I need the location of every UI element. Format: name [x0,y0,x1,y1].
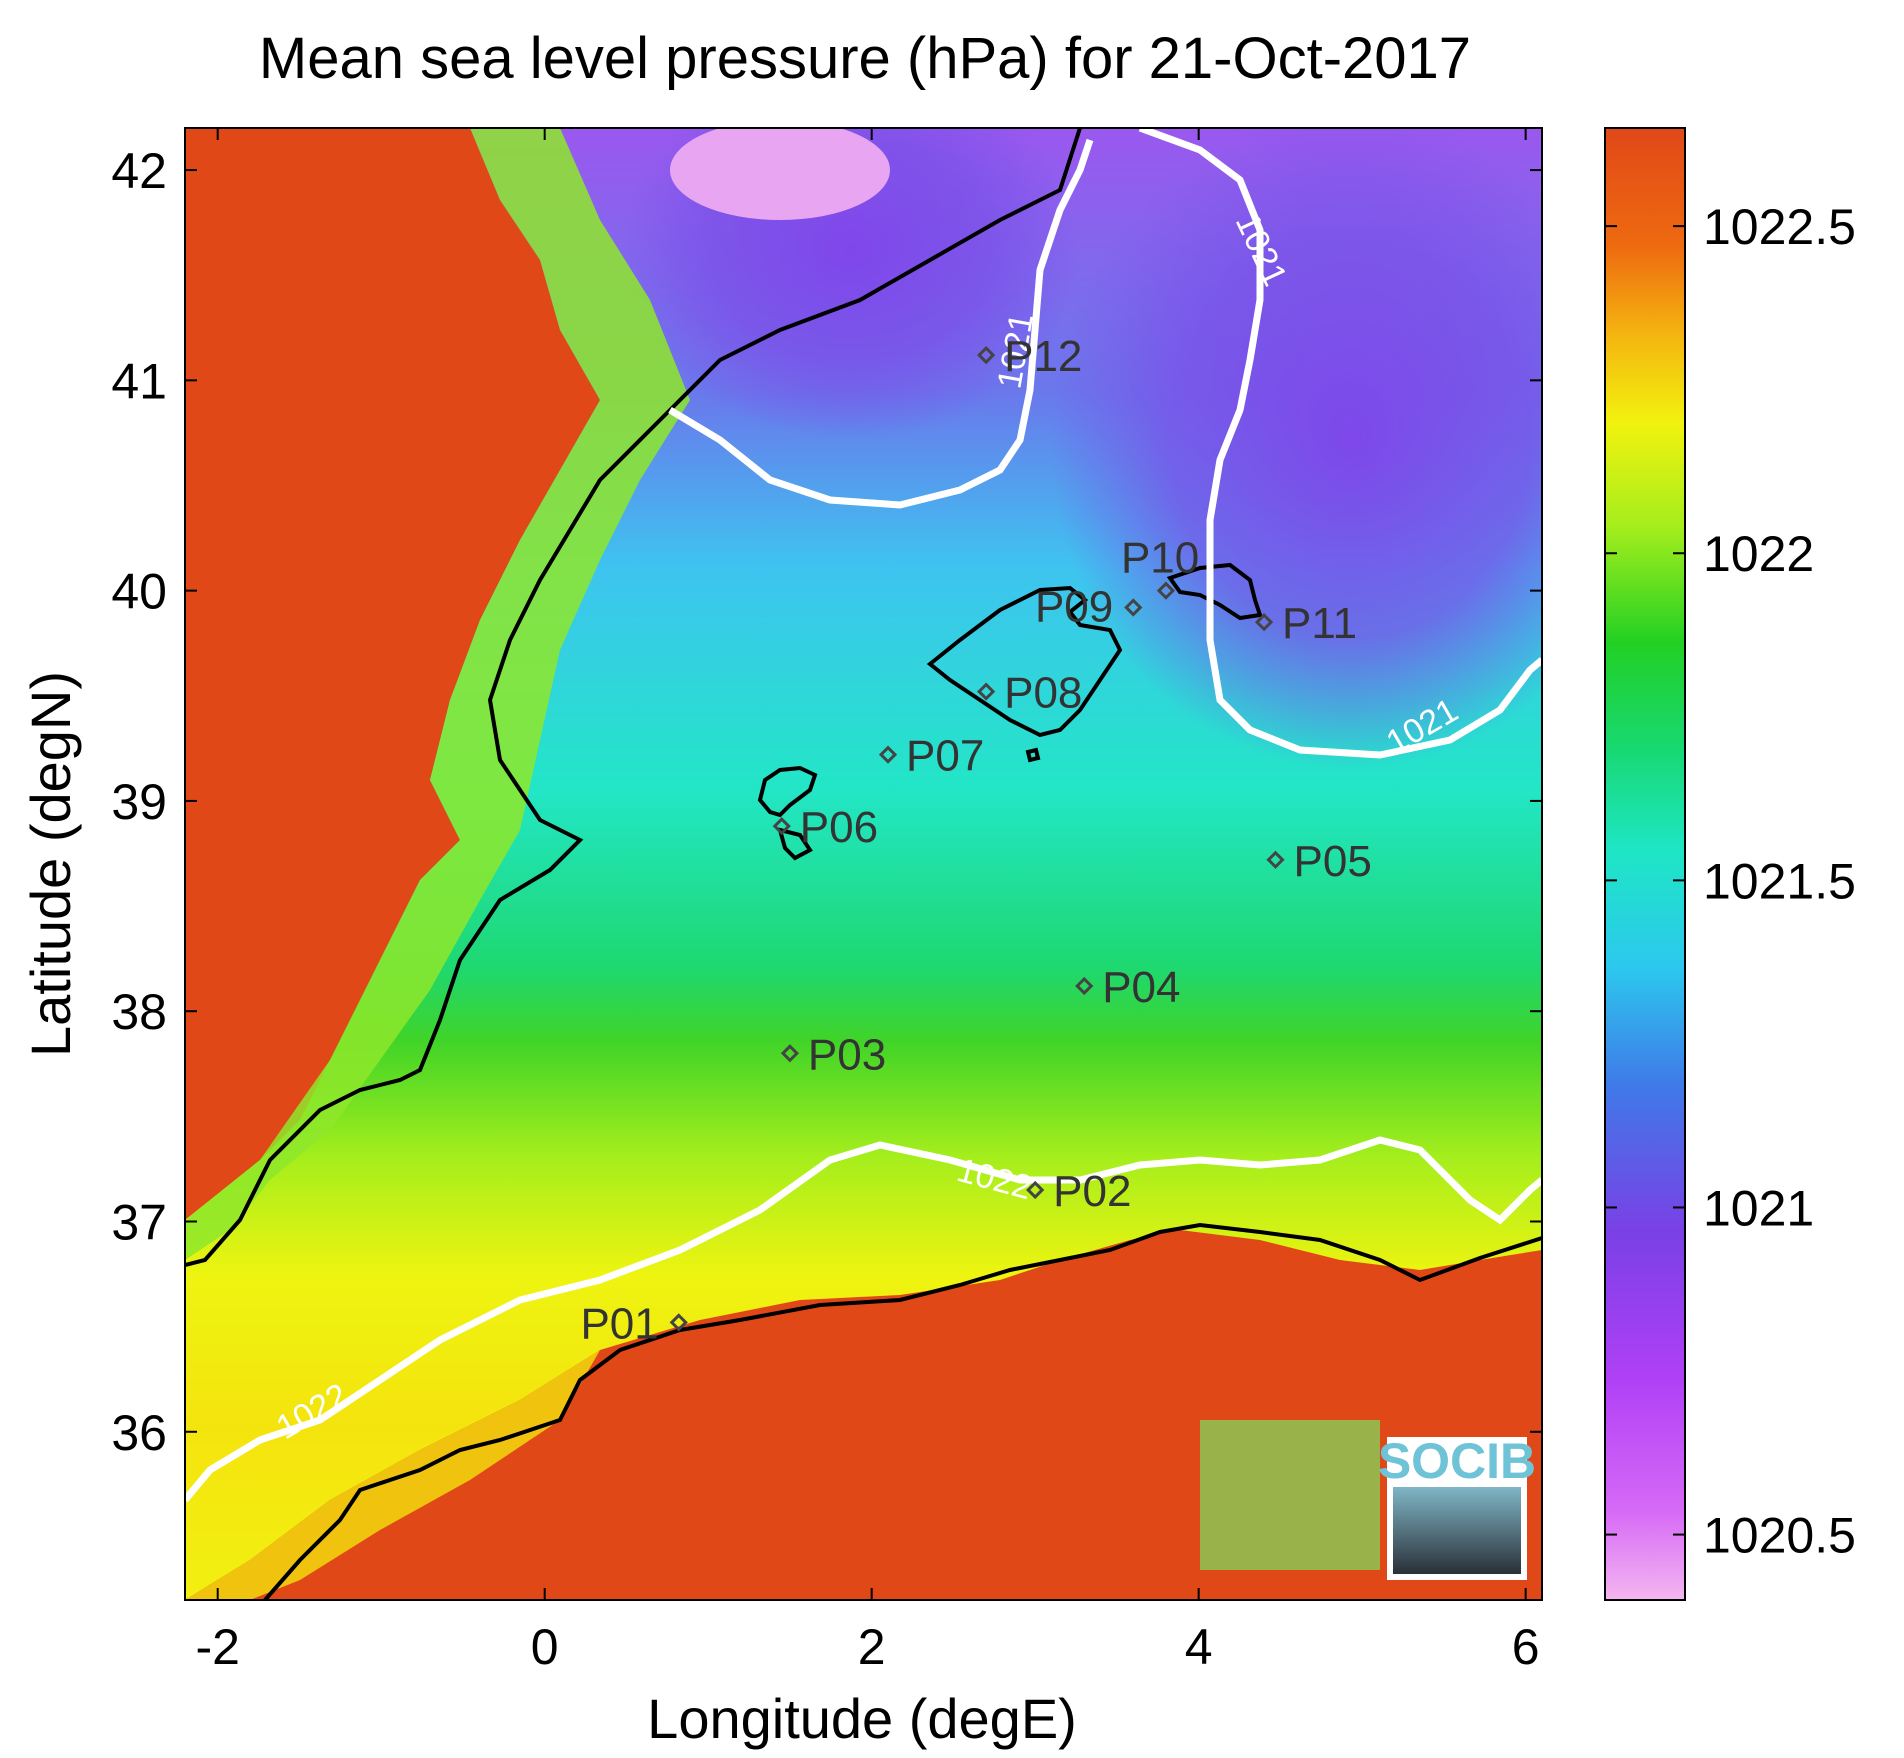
station-label: P07 [906,732,984,781]
cabrera-coast [1025,747,1041,763]
socib-logo: SOCIB [1378,1433,1536,1580]
station-p09: P09 [1035,582,1143,631]
station-label: P12 [1004,332,1082,381]
x-tick-label: -2 [195,1619,239,1675]
station-marker [772,817,791,836]
station-p11: P11 [1254,599,1357,648]
station-marker [1026,1180,1045,1200]
station-label: P09 [1035,582,1113,631]
y-axis-ticks: 36 37 38 39 40 41 42 [111,143,1542,1461]
y-tick-label: 40 [111,564,167,620]
station-p08: P08 [976,669,1082,718]
station-p05: P05 [1266,837,1372,886]
y-axis-label: Latitude (degN) [19,671,82,1057]
socib-logo-text: SOCIB [1378,1433,1536,1489]
colorbar-tick-label: 1022.5 [1703,199,1856,255]
y-tick-label: 39 [111,774,167,830]
colorbar-tick-label: 1021 [1703,1180,1814,1236]
station-label: P04 [1102,963,1180,1012]
station-label: P10 [1121,534,1199,583]
station-p03: P03 [780,1030,886,1079]
formentera-coast [777,827,813,861]
station-marker [976,345,996,365]
menorca-coast [1166,562,1263,621]
station-label: P01 [580,1299,658,1348]
station-label: P11 [1282,599,1357,648]
ibiza-coast [757,765,818,818]
mallorca-coast [926,585,1123,738]
station-label: P08 [1004,669,1082,718]
station-marker [1156,581,1176,600]
x-axis-ticks: -2 0 2 4 6 [195,128,1540,1675]
station-marker [1124,598,1143,617]
station-p12: P12 [976,332,1082,381]
station-p10: P10 [1121,534,1199,600]
station-p07: P07 [878,732,984,781]
pressure-field: 1021 1021 1021 1022 1022 [185,128,1542,1600]
station-p01: P01 [580,1299,688,1348]
colorbar-tick-label: 1021.5 [1703,853,1856,909]
station-marker [878,745,898,764]
station-label: P06 [800,803,878,852]
x-tick-label: 6 [1512,1619,1540,1675]
y-tick-label: 41 [111,353,167,409]
station-label: P05 [1294,837,1372,886]
x-tick-label: 2 [858,1619,886,1675]
y-tick-label: 42 [111,143,167,199]
station-p02: P02 [1026,1167,1131,1216]
x-tick-label: 0 [531,1619,559,1675]
x-tick-label: 4 [1185,1619,1213,1675]
y-tick-label: 37 [111,1194,167,1250]
station-marker [1266,850,1285,869]
y-tick-label: 36 [111,1405,167,1461]
plot-frame [184,127,1543,1601]
colorbar-tick-label: 1020.5 [1703,1508,1856,1564]
chart-title: Mean sea level pressure (hPa) for 21-Oct… [259,26,1471,91]
colorbar-tick-label: 1022 [1703,526,1814,582]
colorbar-ticks: 1020.5 1021 1021.5 1022 1022.5 [1605,199,1856,1564]
x-axis-label: Longitude (degE) [647,1687,1077,1750]
station-marker [976,682,996,701]
station-label: P03 [808,1030,886,1079]
station-marker [1254,613,1274,632]
station-marker [1075,976,1094,996]
station-marker [780,1044,800,1063]
colorbar [1604,127,1686,1601]
y-tick-label: 38 [111,984,167,1040]
station-label: P02 [1053,1167,1131,1216]
station-p04: P04 [1075,963,1181,1012]
station-p06: P06 [772,803,878,852]
station-marker [669,1313,688,1332]
